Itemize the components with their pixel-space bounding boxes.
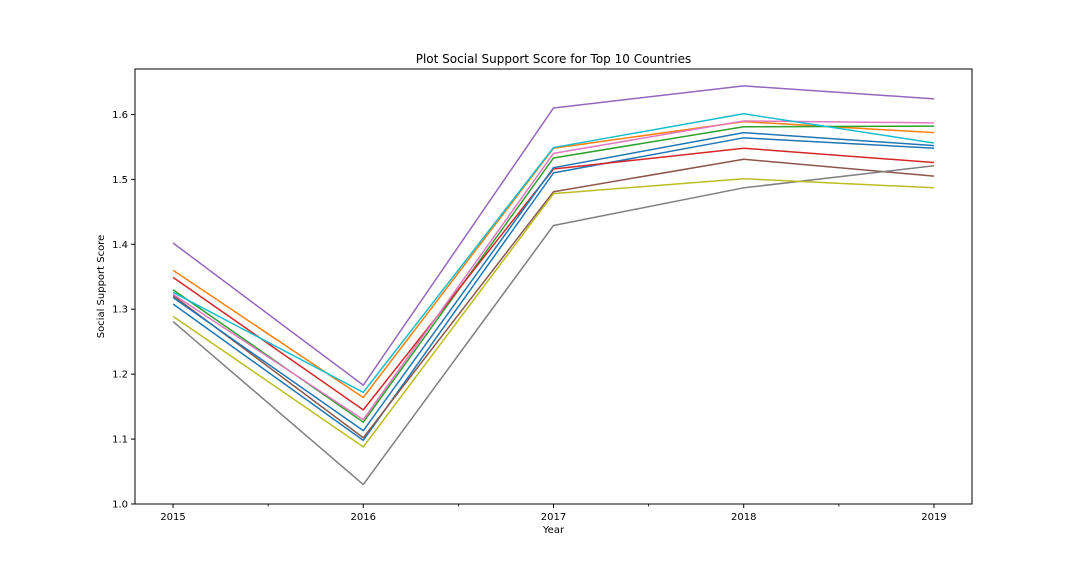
series-line-7: [172, 120, 934, 421]
x-axis: 2015 2016 2017 2018 2019: [160, 504, 947, 523]
series-line-9: [172, 177, 934, 448]
series-line-6: [172, 158, 935, 439]
y-tick-label: 1.6: [112, 110, 128, 121]
x-tick-label: 2019: [921, 512, 946, 523]
y-tick-label: 1.4: [112, 240, 128, 251]
series-line-8: [172, 164, 935, 486]
x-tick-label: 2017: [541, 512, 566, 523]
series-line-4: [172, 147, 935, 411]
series-layer: [172, 85, 935, 486]
y-tick-label: 1.1: [112, 435, 128, 446]
y-tick-label: 1.3: [112, 305, 128, 316]
x-tick-label: 2016: [351, 512, 376, 523]
y-tick-label: 1.2: [112, 370, 128, 381]
y-axis: 1.0 1.1 1.2 1.3 1.4 1.5 1.6: [112, 110, 135, 511]
y-tick-label: 1.0: [112, 500, 128, 511]
series-line-5: [172, 85, 935, 386]
chart-title: Plot Social Support Score for Top 10 Cou…: [416, 52, 692, 66]
series-line-11: [172, 131, 935, 432]
x-axis-label: Year: [542, 525, 565, 536]
series-line-10: [172, 113, 935, 394]
y-axis-label: Social Support Score: [96, 235, 107, 339]
y-tick-label: 1.5: [112, 175, 128, 186]
series-line-1: [172, 137, 934, 442]
x-tick-label: 2015: [160, 512, 185, 523]
x-tick-label: 2018: [731, 512, 756, 523]
